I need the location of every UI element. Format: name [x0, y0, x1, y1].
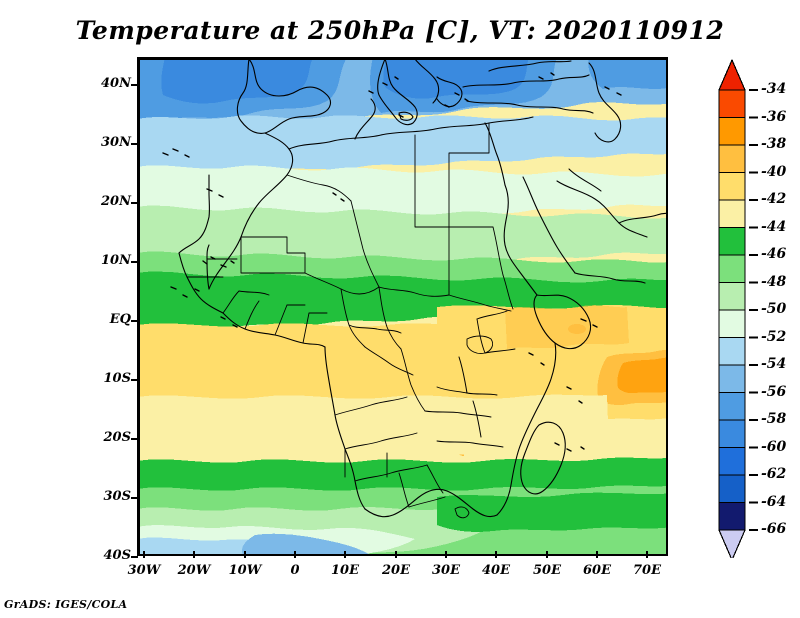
colorbar-label--60: -60	[761, 438, 787, 455]
colorbar-label--50: -50	[761, 301, 787, 317]
colorbar-label--64: -64	[761, 493, 787, 510]
colorbar-band--58	[718, 419, 746, 449]
lon-tick-70e	[646, 551, 648, 558]
lat-tick-label-20s: 20S	[103, 430, 131, 445]
colorbar-label--38: -38	[761, 136, 787, 152]
lon-tick-30w	[143, 551, 145, 558]
colorbar-band--46	[718, 254, 746, 284]
colorbar-band--60	[718, 446, 746, 476]
colorbar-label--62: -62	[761, 466, 787, 482]
colorbar-band--64	[718, 501, 746, 531]
lat-tick-eq	[131, 320, 138, 322]
lon-tick-50e	[546, 551, 548, 558]
colorbar-label--44: -44	[761, 218, 787, 235]
colorbar-label--56: -56	[761, 383, 787, 400]
lon-tick-40e	[495, 551, 497, 558]
lon-tick-label-10w: 10W	[228, 563, 262, 578]
colorbar-band--54	[718, 364, 746, 394]
lon-tick-label-10e: 10E	[331, 563, 359, 578]
lat-tick-30s	[131, 497, 138, 499]
colorbar-band--62	[718, 474, 746, 504]
colorbar-band--44	[718, 226, 746, 256]
lon-tick-60e	[596, 551, 598, 558]
lat-tick-label-40n: 40N	[101, 76, 131, 91]
colorbar-band--42	[718, 199, 746, 229]
lat-tick-label-40s: 40S	[103, 548, 131, 563]
colorbar-band--40	[718, 171, 746, 201]
lon-tick-label-20w: 20W	[177, 563, 211, 578]
lat-tick-40n	[131, 84, 138, 86]
lat-tick-label-10n: 10N	[101, 253, 131, 268]
lon-tick-label-50e: 50E	[533, 563, 561, 578]
chart-title: Temperature at 250hPa [C], VT: 202011091…	[75, 16, 725, 45]
colorbar-band--52	[718, 336, 746, 366]
lon-tick-label-30e: 30E	[432, 563, 460, 578]
lat-tick-10s	[131, 379, 138, 381]
colorbar: -34 -36 -38 -40 -42 -44 -46 -48 -50 -52 -54 -56 -58 -…	[700, 58, 800, 558]
lon-tick-20w	[193, 551, 195, 558]
colorbar-label--54: -54	[761, 356, 787, 372]
colorbar-band--38	[718, 144, 746, 174]
colorbar-label--36: -36	[761, 108, 787, 125]
lat-tick-label-30n: 30N	[101, 135, 131, 150]
lon-tick-label-70e: 70E	[633, 563, 661, 578]
colorbar-label--66: -66	[761, 521, 787, 537]
lat-tick-label-eq: EQ	[109, 312, 131, 327]
colorbar-label--46: -46	[761, 246, 787, 262]
credit-text: GrADS: IGES/COLA	[4, 598, 128, 611]
colorbar-band--34	[718, 89, 746, 119]
lon-tick-label-60e: 60E	[583, 563, 611, 578]
colorbar-band--50	[718, 309, 746, 339]
lon-tick-30e	[445, 551, 447, 558]
lon-tick-label-40e: 40E	[482, 563, 510, 578]
lat-tick-label-10s: 10S	[103, 371, 131, 386]
lat-tick-label-30s: 30S	[103, 489, 131, 504]
colorbar-label--42: -42	[761, 191, 787, 207]
lon-tick-20e	[395, 551, 397, 558]
lat-tick-30n	[131, 143, 138, 145]
colorbar-label--48: -48	[761, 273, 787, 290]
lon-tick-0	[294, 551, 296, 558]
lat-tick-20n	[131, 202, 138, 204]
lon-tick-label-30w: 30W	[127, 563, 161, 578]
map-plot-area	[137, 57, 668, 556]
colorbar-band--48	[718, 281, 746, 311]
colorbar-label--58: -58	[761, 411, 787, 427]
colorbar-label--52: -52	[761, 328, 787, 345]
lon-tick-label-20e: 20E	[382, 563, 410, 578]
lat-tick-40s	[131, 556, 138, 558]
colorbar-label--34: -34	[761, 81, 787, 97]
lat-tick-10n	[131, 261, 138, 263]
colorbar-label--40: -40	[761, 163, 787, 180]
colorbar-band--36	[718, 116, 746, 146]
lon-tick-10e	[344, 551, 346, 558]
lat-tick-20s	[131, 438, 138, 440]
lon-tick-10w	[244, 551, 246, 558]
colorbar-band--56	[718, 391, 746, 421]
lon-tick-label-0: 0	[290, 563, 300, 578]
lat-tick-label-20n: 20N	[101, 194, 131, 209]
